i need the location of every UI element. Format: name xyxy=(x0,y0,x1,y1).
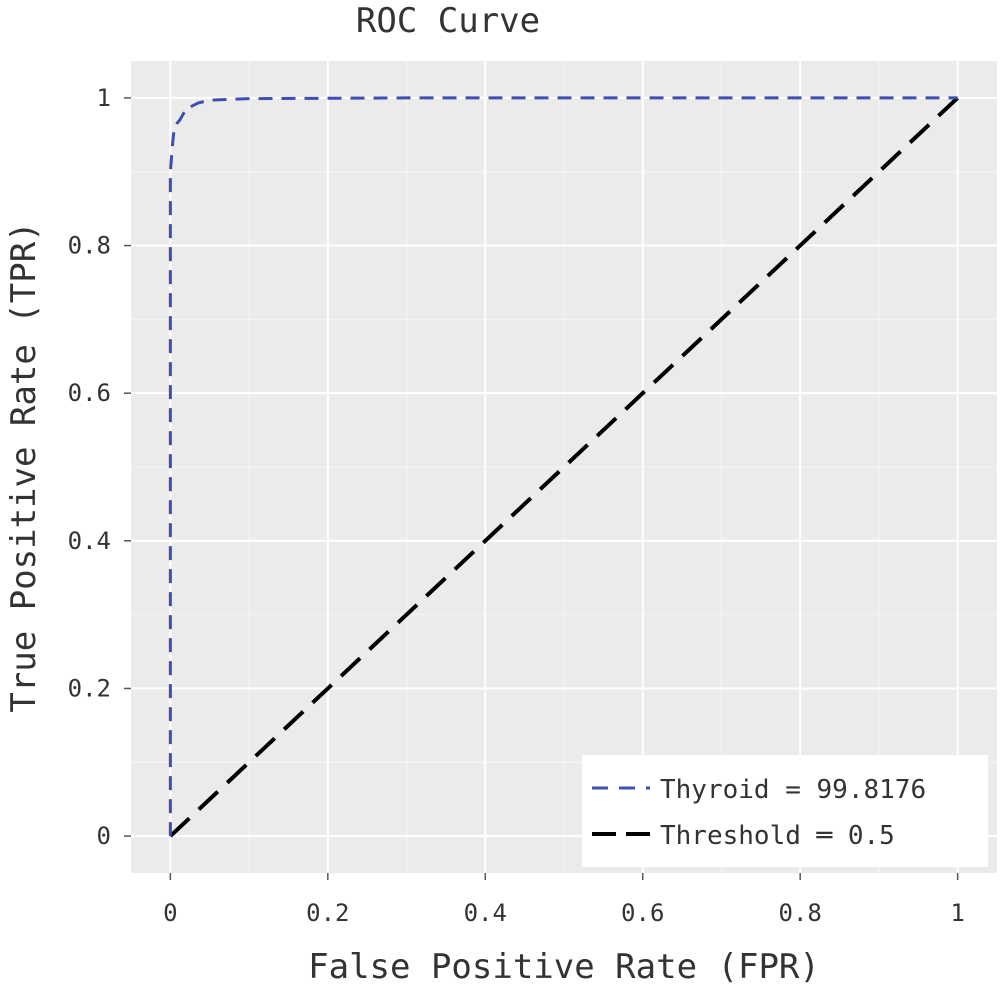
y-tick-label: 0.6 xyxy=(68,379,111,407)
y-tick-label: 0.4 xyxy=(68,527,111,555)
series-line-thyroid xyxy=(168,96,958,837)
legend-label-thyroid: Thyroid = 99.8176 xyxy=(660,775,926,805)
legend: Thyroid = 99.8176 Threshold ═ 0.5 xyxy=(582,755,988,867)
y-tick-label: 0.2 xyxy=(68,674,111,702)
y-tick-label: 0.8 xyxy=(68,232,111,260)
y-axis-label: True Positive Rate (TPR) xyxy=(4,221,44,712)
x-tick-label: 0.8 xyxy=(779,899,822,927)
series-line-threshold xyxy=(168,96,960,838)
y-tick-label: 1 xyxy=(97,84,111,112)
legend-label-threshold: Threshold ═ 0.5 xyxy=(660,821,895,851)
x-tick-label: 0 xyxy=(163,899,177,927)
x-axis-label: False Positive Rate (FPR) xyxy=(308,947,820,987)
chart-title: ROC Curve xyxy=(356,1,540,41)
x-tick-label: 0.6 xyxy=(621,899,664,927)
x-tick-label: 1 xyxy=(950,899,964,927)
x-tick-label: 0.4 xyxy=(464,899,507,927)
y-tick-label: 0 xyxy=(97,822,111,850)
x-tick-label: 0.2 xyxy=(306,899,349,927)
x-axis-ticks: 0 0.2 0.4 0.6 0.8 1 xyxy=(163,873,965,927)
legend-box xyxy=(582,755,988,867)
series-layer xyxy=(168,96,960,838)
y-axis-ticks: 0 0.2 0.4 0.6 0.8 1 xyxy=(68,84,131,850)
